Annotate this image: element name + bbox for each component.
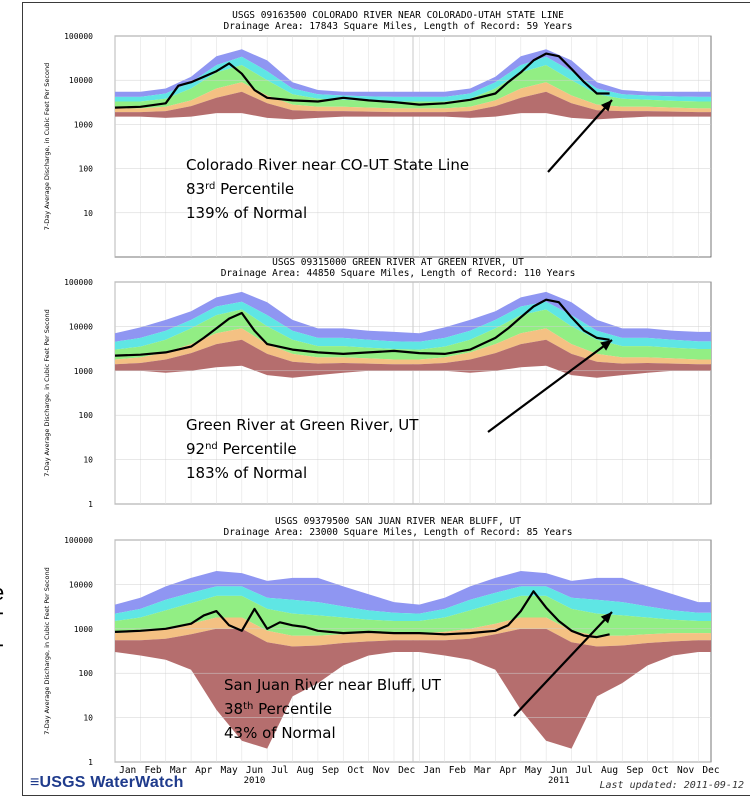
y-tick-label: 1 [88, 758, 93, 767]
y-tick-label: 10 [83, 209, 93, 218]
x-year-label: 2011 [548, 776, 570, 786]
y-axis-label: 7-Day Average Discharge, in Cubic Feet P… [43, 567, 51, 734]
x-tick-label: Dec [398, 765, 415, 776]
y-axis-label: 7-Day Average Discharge, in Cubic Feet P… [43, 309, 51, 476]
y-tick-label: 1 [88, 500, 93, 509]
y-tick-label: 100000 [64, 32, 93, 41]
annotation-station: Colorado River near CO-UT State Line [186, 156, 469, 174]
y-tick-label: 100000 [64, 536, 93, 545]
annotation-normal: 139% of Normal [186, 204, 307, 222]
annotation-percentile: 92nd Percentile [186, 440, 297, 458]
x-tick-label: Jun [246, 765, 263, 776]
y-tick-label: 10 [83, 714, 93, 723]
x-tick-label: Mar [170, 765, 187, 776]
y-tick-label: 100000 [64, 278, 93, 287]
flow-line [114, 590, 610, 639]
usgs-waterwatch-logo: ≡USGS WaterWatch [30, 774, 184, 791]
x-tick-label: Jul [271, 765, 288, 776]
chart-title: USGS 09315000 GREEN RIVER AT GREEN RIVER… [272, 257, 524, 268]
band-normal [115, 65, 711, 109]
y-tick-label: 100 [79, 411, 94, 420]
edge-letter: e [0, 580, 4, 606]
x-tick-label: Apr [195, 765, 212, 776]
band-max [115, 49, 711, 97]
chart-panel: USGS 09163500 COLORADO RIVER NEAR COLORA… [43, 10, 712, 258]
flow-line [114, 298, 610, 357]
band-high [115, 301, 711, 350]
arrow-head [601, 100, 612, 112]
band-high [115, 586, 711, 621]
x-tick-label: Mar [474, 765, 491, 776]
annotation-percentile: 38th Percentile [224, 700, 332, 718]
x-tick-label: Aug [297, 765, 314, 776]
band-min [115, 339, 711, 378]
annotation-normal: 43% of Normal [224, 724, 336, 742]
band-low [115, 328, 711, 365]
flow-line [114, 52, 610, 109]
annotation-station: Green River at Green River, UT [186, 416, 419, 434]
x-tick-label: Feb [144, 765, 161, 776]
annotation-percentile: 83rd Percentile [186, 180, 294, 198]
chart-panel: USGS 09379500 SAN JUAN RIVER NEAR BLUFF,… [43, 516, 712, 767]
cropped-edge-text: e T T . [0, 580, 22, 740]
y-tick-label: 1000 [74, 120, 93, 129]
x-tick-label: Sep [322, 765, 339, 776]
edge-letter: T [0, 608, 3, 634]
x-tick-label: Feb [449, 765, 466, 776]
band-min [115, 628, 711, 749]
y-tick-label: 100 [79, 165, 94, 174]
y-tick-label: 10000 [69, 580, 93, 589]
y-tick-label: 1000 [74, 367, 93, 376]
chart-subtitle: Drainage Area: 44850 Square Miles, Lengt… [221, 268, 576, 279]
x-tick-label: Jan [119, 765, 136, 776]
x-year-label: 2010 [244, 776, 266, 786]
annotation-arrow [513, 611, 613, 717]
band-max [115, 571, 711, 614]
x-tick-label: Dec [702, 765, 719, 776]
annotation-arrow [547, 99, 613, 173]
y-tick-label: 10000 [69, 322, 93, 331]
x-tick-label: May [525, 765, 542, 776]
x-tick-label: Apr [500, 765, 517, 776]
x-tick-label: Oct [652, 765, 669, 776]
x-tick-label: Oct [347, 765, 364, 776]
chart-title: USGS 09163500 COLORADO RIVER NEAR COLORA… [232, 10, 564, 21]
x-tick-label: Sep [626, 765, 643, 776]
chart-title: USGS 09379500 SAN JUAN RIVER NEAR BLUFF,… [275, 516, 521, 527]
y-tick-label: 1000 [74, 625, 93, 634]
chart-subtitle: Drainage Area: 17843 Square Miles, Lengt… [224, 21, 573, 32]
x-tick-label: Nov [677, 765, 694, 776]
last-updated-text: Last updated: 2011-09-12 [599, 780, 745, 791]
x-tick-label: Jun [550, 765, 567, 776]
band-low [115, 617, 711, 647]
annotation-station: San Juan River near Bluff, UT [224, 676, 442, 694]
annotation-normal: 183% of Normal [186, 464, 307, 482]
x-tick-label: Aug [601, 765, 618, 776]
band-min [115, 91, 711, 120]
band-high [115, 56, 711, 102]
y-tick-label: 100 [79, 669, 94, 678]
y-tick-label: 10000 [69, 76, 93, 85]
x-tick-label: Nov [373, 765, 390, 776]
x-tick-label: Jan [423, 765, 440, 776]
x-tick-label: May [221, 765, 238, 776]
chart-subtitle: Drainage Area: 23000 Square Miles, Lengt… [224, 527, 573, 538]
chart-panel: USGS 09315000 GREEN RIVER AT GREEN RIVER… [43, 257, 712, 509]
band-normal [115, 309, 711, 360]
arrow-head [600, 612, 612, 624]
band-low [115, 82, 711, 113]
arrow-head [600, 340, 612, 351]
edge-letter: T [0, 640, 3, 666]
x-tick-label: Jul [576, 765, 593, 776]
annotation-arrow [487, 339, 613, 433]
y-axis-label: 7-Day Average Discharge, in Cubic Feet P… [43, 63, 51, 230]
y-tick-label: 10 [83, 456, 93, 465]
